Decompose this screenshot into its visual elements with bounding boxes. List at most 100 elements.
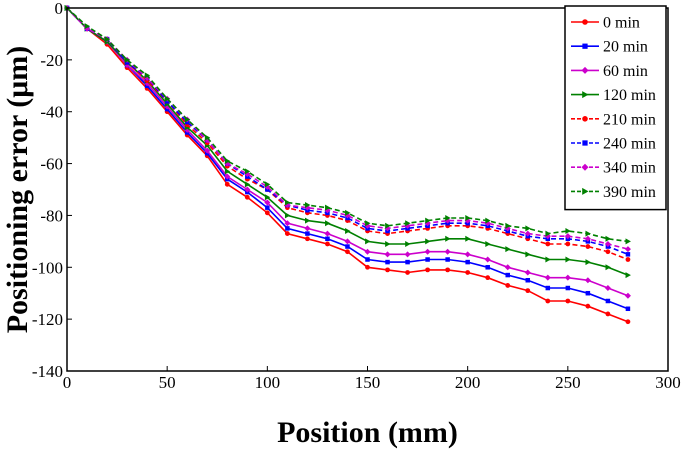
data-point — [224, 173, 231, 180]
y-tick-label: -140 — [32, 362, 63, 381]
data-point — [304, 225, 311, 232]
legend: 0 min 20 min 60 min 120 min 210 min 240 min 34… — [564, 5, 667, 211]
legend-item: 0 min — [571, 15, 640, 32]
data-point — [605, 235, 611, 242]
series-210-min — [64, 5, 631, 262]
data-point — [204, 147, 211, 154]
data-point — [465, 215, 471, 222]
data-point — [564, 274, 571, 281]
data-point — [565, 285, 571, 291]
legend-marker — [582, 187, 589, 195]
data-point — [384, 251, 391, 258]
data-point — [625, 238, 631, 245]
data-point — [524, 269, 531, 276]
data-point — [265, 205, 270, 210]
data-point — [544, 274, 551, 281]
x-tick-label: 250 — [555, 373, 581, 392]
legend-label: 390 min — [603, 184, 656, 201]
data-point — [124, 56, 131, 63]
data-point — [305, 231, 310, 236]
data-point — [305, 217, 311, 224]
data-point — [284, 231, 290, 236]
data-point — [584, 277, 591, 284]
y-tick-label: -60 — [40, 155, 63, 174]
data-point — [405, 220, 411, 227]
y-tick-label: 0 — [55, 0, 64, 18]
x-tick-label: 300 — [655, 373, 681, 392]
data-point — [324, 230, 331, 237]
data-point — [365, 257, 370, 262]
series-line — [66, 7, 629, 243]
data-point — [585, 244, 591, 249]
legend-label: 20 min — [603, 39, 648, 56]
data-point — [585, 290, 591, 296]
legend-marker — [582, 116, 588, 122]
data-point — [445, 215, 451, 222]
data-point — [625, 306, 631, 312]
data-point — [404, 251, 411, 258]
data-point — [505, 283, 511, 288]
data-point — [465, 259, 470, 265]
data-point — [405, 240, 411, 247]
data-point — [305, 236, 310, 242]
data-point — [425, 238, 431, 245]
data-point — [284, 212, 291, 219]
data-point — [104, 36, 111, 43]
data-point — [565, 256, 571, 263]
data-point — [465, 270, 471, 275]
data-point — [604, 240, 611, 247]
data-point — [605, 311, 611, 317]
data-point — [624, 246, 631, 253]
data-point — [365, 264, 370, 270]
legend-box — [564, 5, 667, 211]
data-point — [164, 95, 171, 102]
legend-marker — [581, 66, 589, 74]
data-point — [264, 210, 270, 216]
data-point — [445, 257, 450, 262]
y-tick-label: -100 — [32, 258, 63, 277]
data-point — [465, 235, 471, 242]
data-point — [365, 220, 371, 227]
data-point — [244, 168, 251, 175]
data-point — [224, 157, 231, 164]
data-point — [504, 264, 511, 271]
data-point — [485, 217, 491, 224]
data-point — [385, 240, 391, 247]
data-point — [345, 227, 351, 234]
legend-marker — [582, 91, 589, 99]
data-point — [565, 227, 571, 234]
data-point — [224, 168, 231, 175]
data-point — [405, 270, 410, 275]
data-point — [444, 248, 451, 255]
data-point — [84, 23, 91, 30]
legend-label: 120 min — [603, 87, 656, 104]
data-point — [344, 238, 351, 245]
series-390-min — [64, 5, 631, 245]
data-point — [284, 220, 291, 227]
data-point — [585, 259, 591, 266]
data-point — [564, 233, 571, 240]
y-tick-label: -120 — [32, 310, 63, 329]
data-point — [585, 303, 591, 309]
data-point — [424, 248, 431, 255]
data-point — [505, 246, 511, 253]
data-point — [184, 116, 191, 123]
data-point — [405, 259, 410, 265]
data-point — [604, 285, 611, 292]
data-point — [224, 181, 230, 187]
legend-item: 60 min — [571, 63, 648, 80]
data-point — [285, 226, 290, 231]
legend-item: 240 min — [571, 136, 656, 153]
x-axis-title: Position (mm) — [277, 416, 458, 449]
data-point — [364, 248, 371, 255]
data-point — [445, 235, 451, 242]
series-340-min — [64, 5, 631, 253]
x-tick-label: 200 — [455, 373, 481, 392]
x-tick-label: 100 — [255, 373, 281, 392]
data-point — [385, 222, 391, 229]
data-point — [524, 230, 531, 237]
data-point — [485, 275, 491, 281]
data-point — [144, 72, 151, 79]
data-point — [605, 264, 611, 271]
data-point — [484, 256, 491, 263]
